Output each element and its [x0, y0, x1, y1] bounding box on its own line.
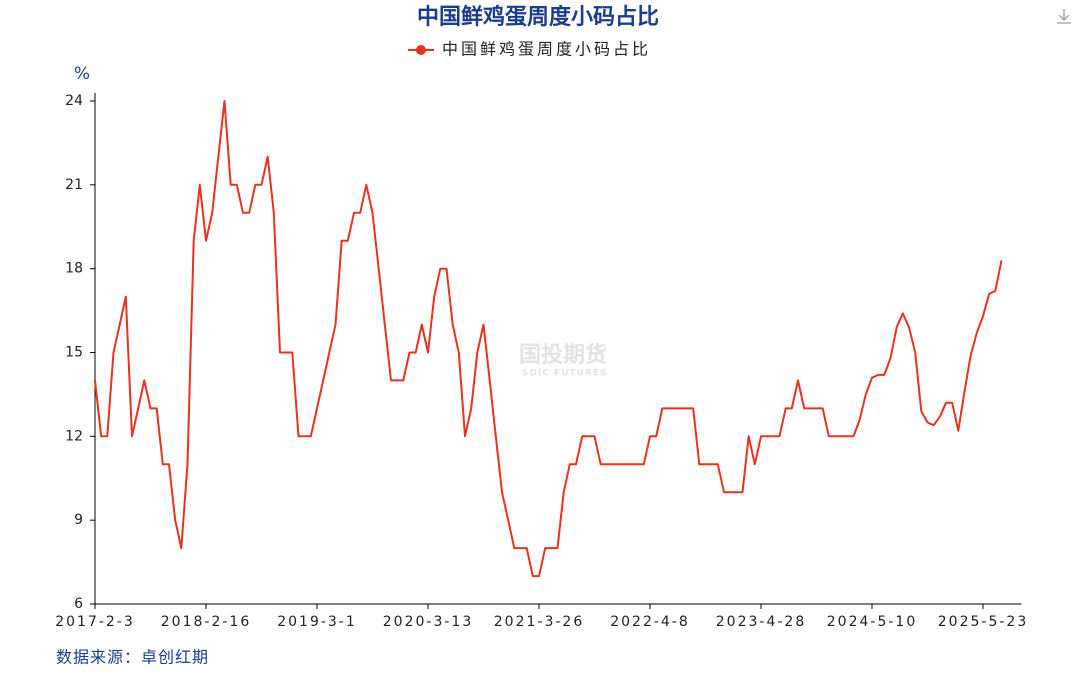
y-tick-label: 18 — [65, 261, 83, 277]
source-note: 数据来源：卓创红期 — [56, 648, 209, 667]
y-unit: % — [74, 64, 90, 84]
x-tick-label: 2017-2-3 — [55, 614, 135, 630]
y-tick-label: 6 — [74, 596, 83, 612]
y-tick-label: 9 — [74, 512, 83, 528]
x-tick-label: 2023-4-28 — [716, 614, 806, 630]
legend-marker — [416, 45, 426, 55]
x-tick-label: 2019-3-1 — [277, 614, 357, 630]
x-tick-label: 2021-3-26 — [494, 614, 584, 630]
watermark-sub: SDIC FUTURES — [522, 369, 608, 379]
legend-label: 中国鲜鸡蛋周度小码占比 — [442, 40, 651, 59]
chart-title: 中国鲜鸡蛋周度小码占比 — [417, 4, 659, 30]
watermark-text: 国投期货 — [519, 342, 607, 368]
x-tick-label: 2020-3-13 — [383, 614, 473, 630]
data-line — [94, 100, 1003, 578]
x-tick-label: 2024-5-10 — [827, 614, 917, 630]
download-icon[interactable] — [1057, 9, 1071, 24]
icon-stroke — [1058, 14, 1070, 21]
x-tick-label: 2022-4-8 — [610, 614, 690, 630]
y-tick-label: 24 — [65, 93, 83, 109]
watermark: 国投期货 SDIC FUTURES — [519, 342, 608, 379]
x-tick-label: 2018-2-16 — [161, 614, 251, 630]
x-tick-label: 2025-5-23 — [938, 614, 1028, 630]
y-tick-label: 12 — [65, 428, 83, 444]
y-tick-label: 21 — [65, 177, 83, 193]
y-tick-label: 15 — [65, 345, 83, 361]
